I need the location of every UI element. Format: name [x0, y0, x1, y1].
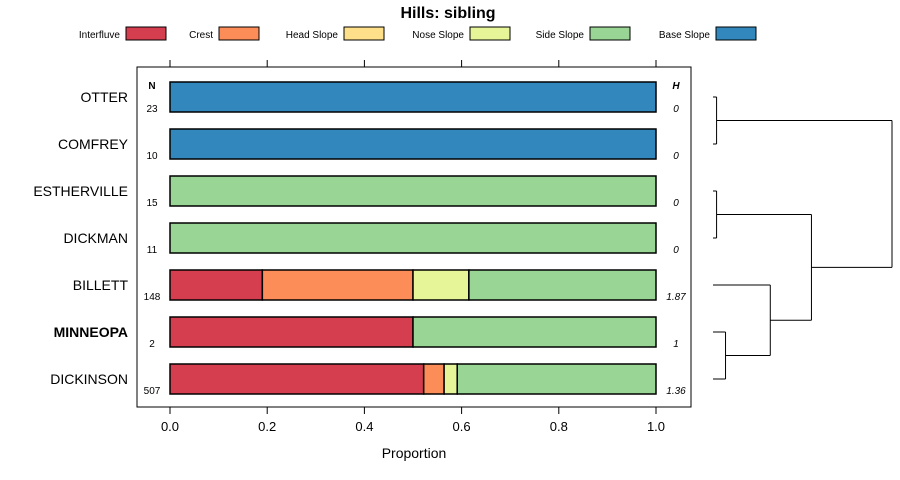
- h-column-header: H: [672, 81, 680, 92]
- top-axis-ticks: [169, 60, 657, 67]
- legend-swatch-interfluve: [125, 26, 167, 41]
- bar-segment-crest: [261, 269, 414, 301]
- n-value: 11: [147, 245, 158, 256]
- bar-segment-side-slope: [169, 175, 657, 207]
- category-label: OTTER: [81, 89, 128, 105]
- legend-swatch-nose-slope: [469, 26, 511, 41]
- bar-segment-base-slope: [169, 81, 657, 113]
- chart-title: Hills: sibling: [400, 5, 495, 22]
- category-label: BILLETT: [73, 277, 129, 293]
- bar-row-estherville: ESTHERVILLE 15 0: [33, 175, 679, 209]
- h-value: 0: [673, 198, 679, 209]
- x-tick-label: 0.4: [355, 419, 373, 434]
- x-tick-label: 0.6: [453, 419, 471, 434]
- h-value: 0: [673, 245, 679, 256]
- n-value: 10: [146, 151, 158, 162]
- legend-label-nose-slope: Nose Slope: [412, 30, 464, 41]
- h-value: 1.36: [666, 386, 686, 397]
- legend: Interfluve Crest Head Slope Nose Slope Side …: [79, 26, 757, 41]
- bar-row-billett: BILLETT 148 1.87: [73, 269, 686, 303]
- dendrogram: [713, 96, 893, 380]
- h-value: 1.87: [666, 292, 686, 303]
- n-column-header: N: [148, 81, 155, 92]
- n-value: 15: [146, 198, 158, 209]
- x-tick-label: 0.2: [258, 419, 276, 434]
- bar-segment-side-slope: [169, 222, 657, 254]
- x-axis: 0.0 0.2 0.4 0.6 0.8 1.0: [161, 407, 665, 434]
- legend-label-head-slope: Head Slope: [286, 30, 339, 41]
- bar-segment-crest: [422, 363, 445, 395]
- bar-segment-nose-slope: [412, 269, 470, 301]
- legend-label-side-slope: Side Slope: [536, 30, 585, 41]
- bar-row-dickinson: DICKINSON 507 1.36: [50, 363, 686, 397]
- x-axis-label: Proportion: [382, 445, 447, 461]
- x-tick-label: 1.0: [647, 419, 665, 434]
- bar-segment-interfluve: [169, 363, 425, 395]
- bar-row-dickman: DICKMAN 11 0: [63, 222, 679, 256]
- bar-row-minneopa: MINNEOPA 2 1: [54, 316, 679, 350]
- legend-label-base-slope: Base Slope: [659, 30, 711, 41]
- bar-row-otter: OTTER 23 0: [81, 81, 679, 115]
- bar-segment-side-slope: [456, 363, 657, 395]
- bar-segment-side-slope: [468, 269, 657, 301]
- bar-segment-nose-slope: [443, 363, 458, 395]
- x-tick-label: 0.8: [550, 419, 568, 434]
- plot-frame: [136, 66, 692, 408]
- bar-segment-interfluve: [169, 316, 414, 348]
- category-label: DICKINSON: [50, 371, 128, 387]
- legend-swatch-base-slope: [715, 26, 757, 41]
- n-value: 2: [149, 339, 155, 350]
- bar-segment-interfluve: [169, 269, 264, 301]
- x-tick-label: 0.0: [161, 419, 179, 434]
- n-value: 507: [144, 386, 161, 397]
- category-label: DICKMAN: [63, 230, 128, 246]
- category-label: ESTHERVILLE: [33, 183, 128, 199]
- category-label: COMFREY: [58, 136, 129, 152]
- n-value: 148: [144, 292, 161, 303]
- category-label: MINNEOPA: [54, 324, 128, 340]
- bar-segment-side-slope: [412, 316, 657, 348]
- legend-label-interfluve: Interfluve: [79, 30, 121, 41]
- legend-swatch-crest: [218, 26, 260, 41]
- legend-swatch-head-slope: [343, 26, 385, 41]
- h-value: 0: [673, 151, 679, 162]
- h-value: 0: [673, 104, 679, 115]
- bar-segment-base-slope: [169, 128, 657, 160]
- legend-swatch-side-slope: [589, 26, 631, 41]
- legend-label-crest: Crest: [189, 30, 213, 41]
- h-value: 1: [673, 339, 679, 350]
- n-value: 23: [146, 104, 158, 115]
- bar-row-comfrey: COMFREY 10 0: [58, 128, 679, 162]
